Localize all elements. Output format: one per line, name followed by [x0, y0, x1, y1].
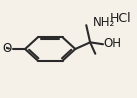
Text: OH: OH	[104, 37, 122, 50]
Text: NH₂: NH₂	[93, 16, 115, 29]
Text: HCl: HCl	[109, 12, 131, 25]
Text: O: O	[2, 43, 12, 55]
